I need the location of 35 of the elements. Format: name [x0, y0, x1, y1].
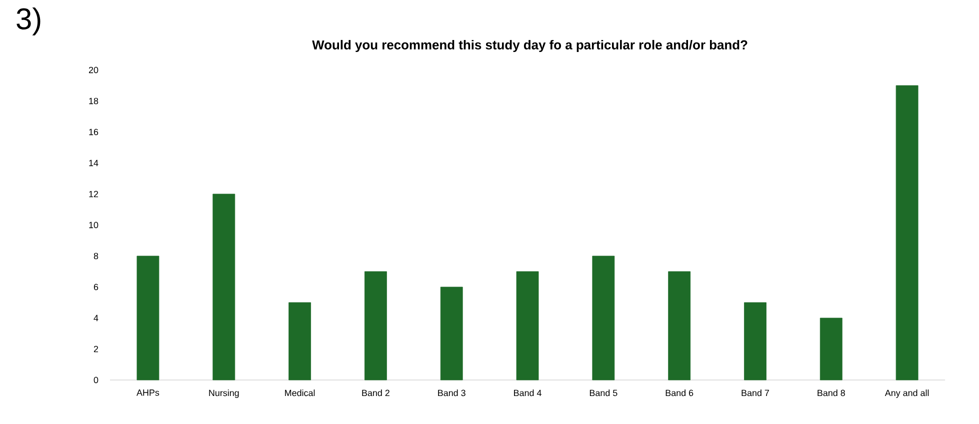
bar — [896, 85, 918, 380]
y-tick-label: 12 — [89, 190, 98, 198]
x-tick-label: Band 8 — [818, 390, 845, 396]
y-tick-label: 8 — [94, 252, 98, 260]
bar — [592, 256, 615, 380]
y-tick-label: 20 — [88, 66, 98, 74]
x-tick-label: Nursing — [209, 390, 239, 398]
bar — [136, 256, 160, 380]
y-tick-label: 0 — [94, 376, 98, 384]
x-tick-label: Medical — [285, 390, 315, 396]
x-tick-label: AHPs — [136, 390, 160, 396]
y-tick-label: 4 — [94, 314, 98, 322]
bar — [516, 271, 539, 380]
x-tick-label: Band 6 — [666, 390, 694, 396]
x-tick-label: Band 7 — [742, 390, 769, 396]
bar — [440, 286, 463, 380]
y-tick-label: 2 — [94, 346, 98, 352]
y-tick-label: 14 — [89, 160, 98, 166]
bar — [820, 318, 842, 380]
x-tick-label: Band 2 — [362, 390, 390, 396]
y-tick-label: 18 — [89, 98, 98, 104]
x-tick-label: Band 4 — [514, 390, 542, 396]
y-tick-label: 16 — [89, 128, 98, 136]
x-tick-label: Band 5 — [590, 390, 618, 396]
chart-title: Would you recommend this study day fo a particular role and/or band? — [312, 40, 748, 52]
text: 3) — [16, 8, 40, 36]
bar — [364, 271, 387, 380]
bar — [668, 271, 691, 380]
bar — [744, 302, 766, 380]
bar — [212, 194, 236, 380]
x-tick-label: Band 3 — [438, 390, 466, 396]
y-tick-label: 10 — [89, 222, 98, 228]
y-tick-label: 6 — [94, 284, 98, 290]
x-tick-label: Any and all — [884, 390, 929, 398]
bar — [288, 302, 311, 380]
